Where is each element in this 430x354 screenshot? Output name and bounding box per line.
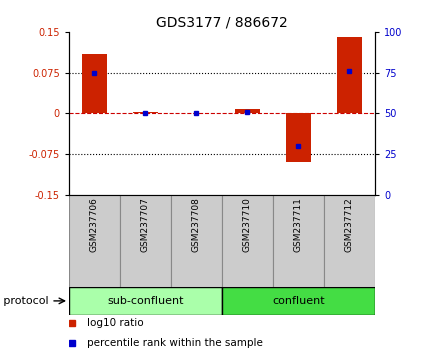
Text: growth protocol: growth protocol [0, 296, 49, 306]
Text: GSM237710: GSM237710 [243, 198, 252, 252]
Bar [323, 195, 374, 287]
Bar [234, 109, 260, 113]
Text: GSM237708: GSM237708 [191, 198, 200, 252]
Bar [336, 37, 361, 113]
Text: sub-confluent: sub-confluent [107, 296, 183, 306]
Bar [171, 195, 221, 287]
Title: GDS3177 / 886672: GDS3177 / 886672 [156, 15, 287, 29]
Text: log10 ratio: log10 ratio [87, 318, 144, 328]
Text: GSM237706: GSM237706 [90, 198, 99, 252]
Text: GSM237712: GSM237712 [344, 198, 353, 252]
Bar [69, 287, 221, 315]
Bar [132, 112, 158, 113]
Bar [285, 113, 310, 162]
Text: confluent: confluent [271, 296, 324, 306]
Text: GSM237707: GSM237707 [141, 198, 150, 252]
Bar [272, 195, 323, 287]
Bar [221, 195, 272, 287]
Bar [82, 53, 107, 113]
Bar [120, 195, 171, 287]
Text: percentile rank within the sample: percentile rank within the sample [87, 338, 263, 348]
Text: GSM237711: GSM237711 [293, 198, 302, 252]
Bar [69, 195, 120, 287]
Bar [221, 287, 374, 315]
